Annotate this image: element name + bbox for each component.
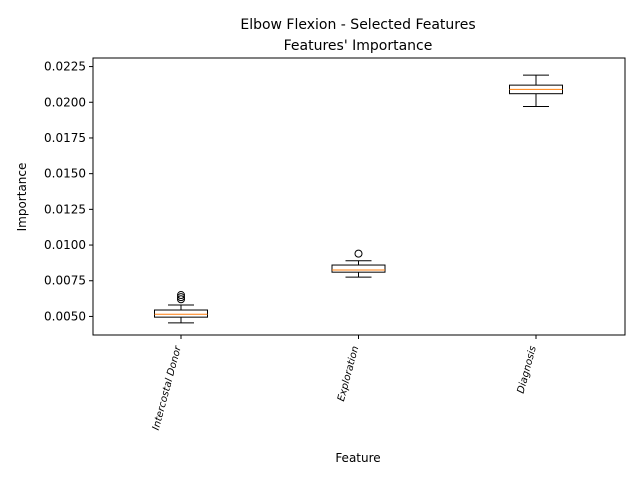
boxplots xyxy=(154,74,563,324)
chart-subtitle: Features' Importance xyxy=(284,38,433,54)
y-tick-label: 0.0150 xyxy=(44,167,86,181)
y-tick-label: 0.0125 xyxy=(44,202,86,216)
outlier-point xyxy=(177,291,185,300)
chart-title: Elbow Flexion - Selected Features xyxy=(240,17,475,33)
iqr-box xyxy=(154,309,208,318)
y-tick-label: 0.0050 xyxy=(44,309,86,323)
outlier-point xyxy=(177,293,185,302)
boxplot-2 xyxy=(331,249,386,278)
y-tick-label: 0.0200 xyxy=(44,95,86,109)
y-tick-label: 0.0175 xyxy=(44,131,86,145)
y-tick-label: 0.0100 xyxy=(44,238,86,252)
y-axis: 0.0050 0.0075 0.0100 0.0125 0.0150 0.0175 0.02… xyxy=(44,60,93,323)
boxplot-1 xyxy=(154,291,208,324)
x-axis-label: Feature xyxy=(335,451,380,465)
y-tick-label: 0.0225 xyxy=(44,60,86,74)
y-tick-label: 0.0075 xyxy=(44,274,86,288)
y-axis-label: Importance xyxy=(15,163,29,232)
iqr-box xyxy=(331,264,386,273)
boxplot-3 xyxy=(509,74,563,108)
outlier-point xyxy=(177,295,185,304)
outlier-point xyxy=(354,249,363,258)
